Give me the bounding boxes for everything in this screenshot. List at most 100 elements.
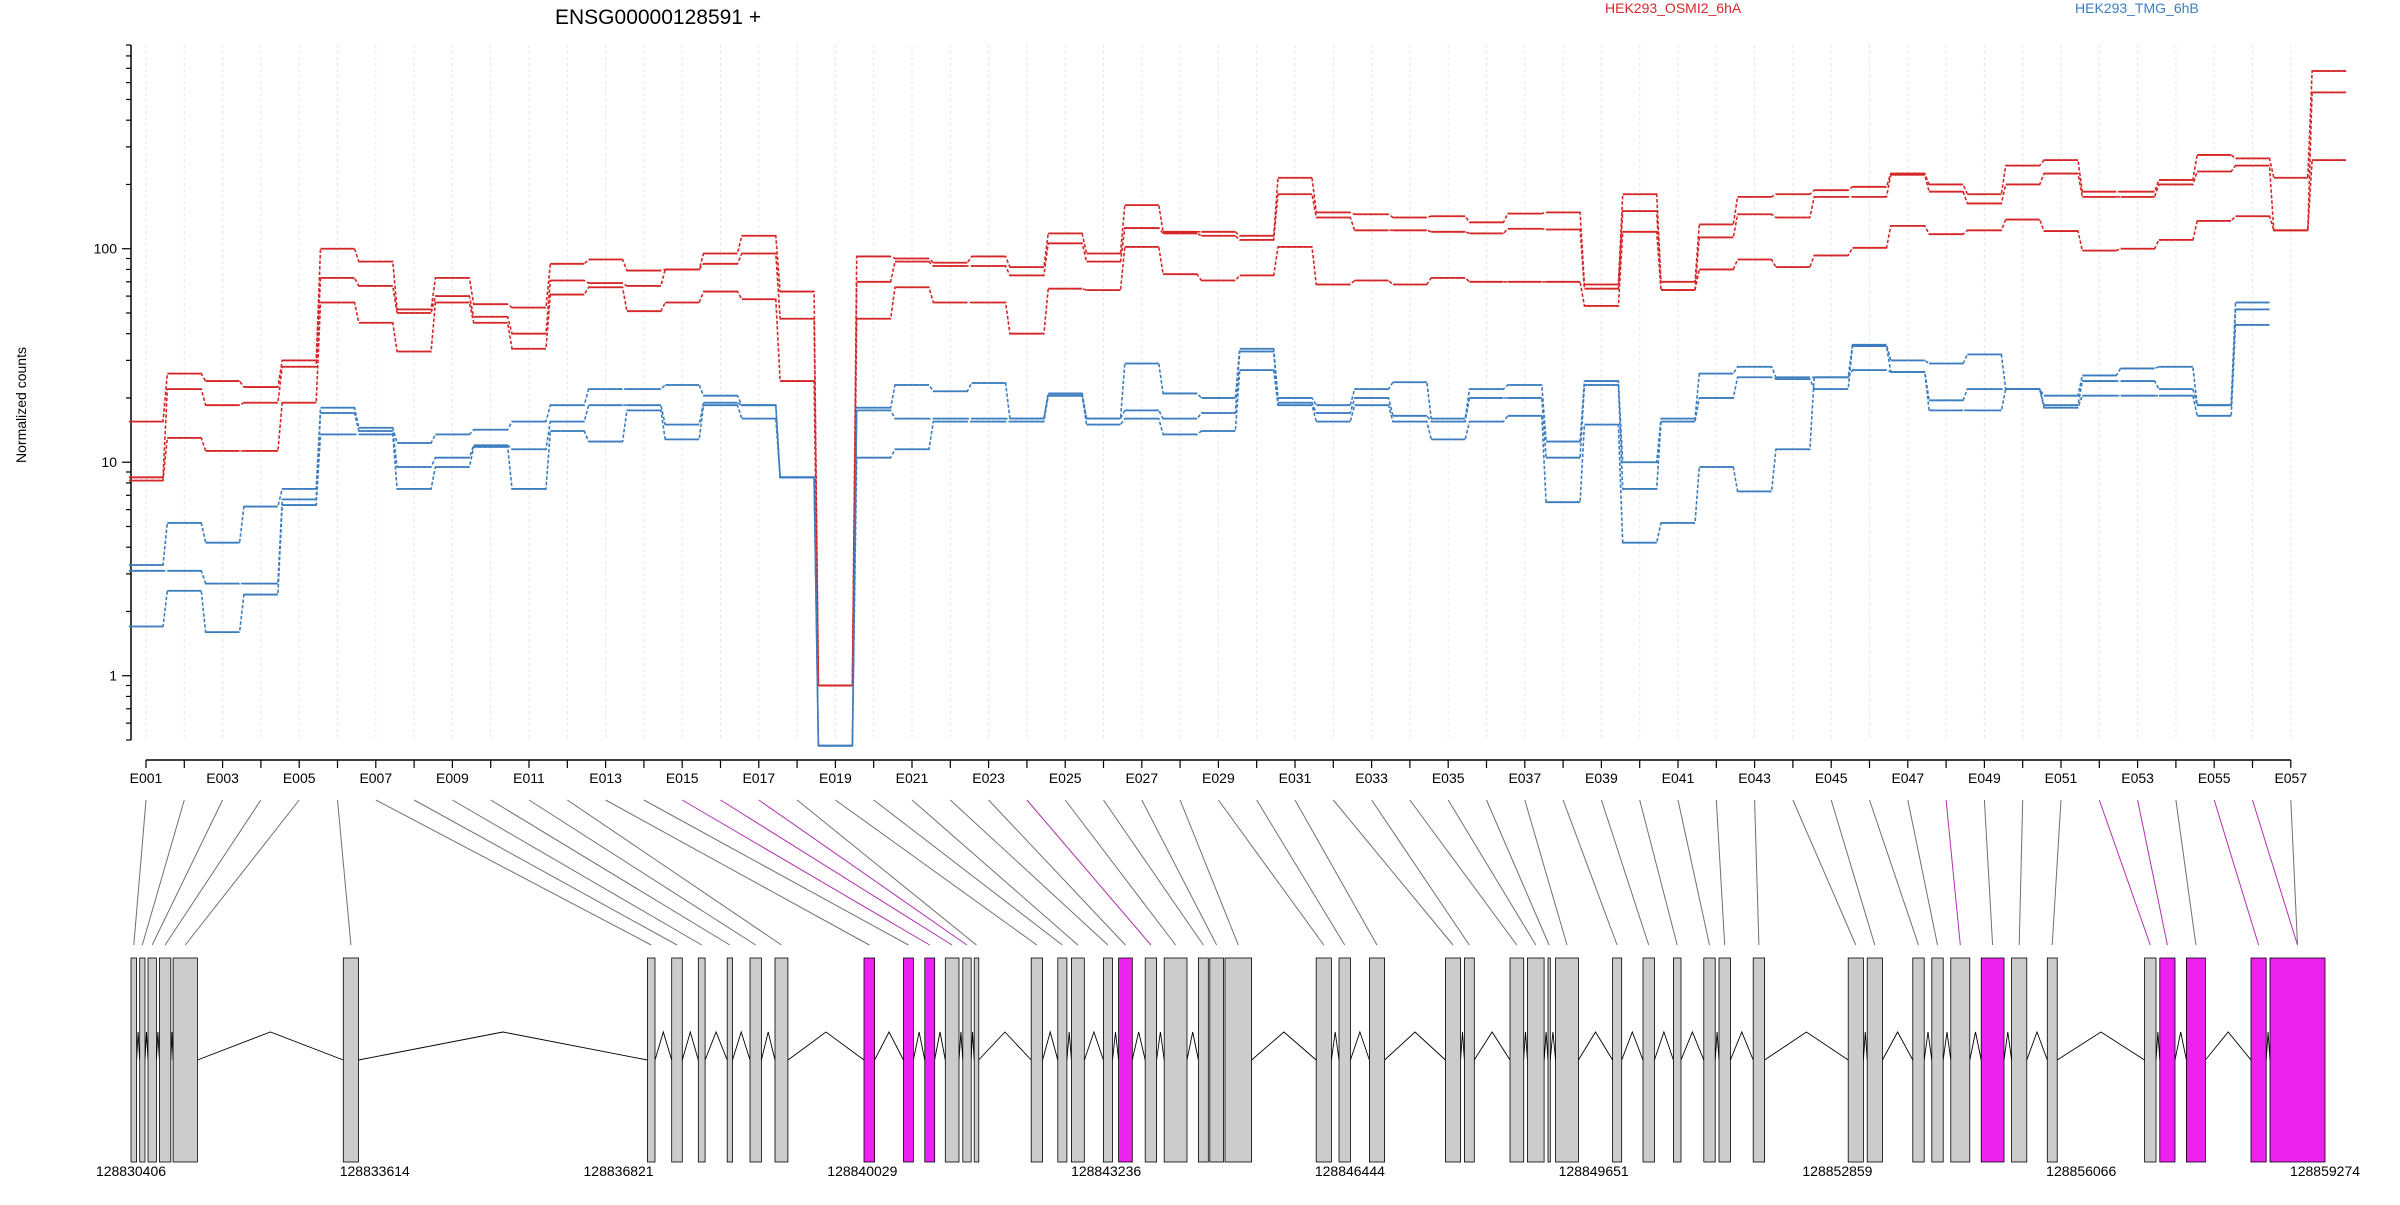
exon-box-highlighted bbox=[1980, 957, 2005, 1163]
exon-connector bbox=[835, 799, 1038, 946]
exon-box bbox=[1163, 957, 1188, 1163]
intron-connector bbox=[1969, 1031, 1982, 1061]
exon-connector bbox=[2051, 799, 2062, 946]
x-tick-label: E023 bbox=[972, 770, 1005, 786]
coordinate-label: 128840029 bbox=[827, 1163, 897, 1179]
y-axis: 1 10 100 bbox=[94, 44, 132, 741]
exon-connector bbox=[567, 799, 782, 946]
legend-label-osmi2: HEK293_OSMI2_6hA bbox=[1605, 0, 1742, 16]
exon-connector bbox=[796, 799, 977, 946]
exon-box bbox=[1338, 957, 1351, 1163]
intron-connector bbox=[1882, 1031, 1914, 1061]
exon-connector bbox=[758, 799, 968, 946]
x-tick-label: E033 bbox=[1355, 770, 1388, 786]
x-tick-label: E029 bbox=[1202, 770, 1235, 786]
exon-connector bbox=[1983, 799, 1994, 946]
intron-connector bbox=[732, 1030, 751, 1061]
exon-connector bbox=[1409, 799, 1518, 946]
x-tick-label: E041 bbox=[1662, 770, 1695, 786]
exon-box-highlighted bbox=[863, 957, 876, 1163]
intron-connector bbox=[1112, 1031, 1120, 1061]
exon-connector bbox=[911, 799, 1079, 946]
x-tick-label: E003 bbox=[206, 770, 239, 786]
exon-connector bbox=[1294, 799, 1378, 946]
intron-connector bbox=[1942, 1031, 1952, 1061]
exon-connector bbox=[2137, 799, 2168, 946]
x-tick-label: E055 bbox=[2198, 770, 2231, 786]
intron-connector bbox=[155, 1031, 160, 1061]
chart-title: ENSG00000128591 + bbox=[555, 6, 761, 29]
series-line bbox=[129, 70, 2347, 687]
exon-box bbox=[749, 957, 762, 1163]
exon-box bbox=[1527, 957, 1545, 1163]
intron-connector bbox=[787, 1031, 865, 1061]
intron-connector bbox=[1729, 1030, 1754, 1061]
x-tick-label: E053 bbox=[2121, 770, 2154, 786]
intron-connector bbox=[1923, 1031, 1933, 1061]
intron-connector bbox=[1186, 1031, 1199, 1061]
exon-box bbox=[774, 957, 789, 1163]
exon-connector bbox=[2098, 799, 2151, 946]
exon-connector bbox=[681, 799, 930, 946]
intron-connector bbox=[1083, 1030, 1104, 1061]
exon-connector bbox=[2290, 799, 2298, 946]
exon-connector bbox=[2213, 799, 2260, 946]
exon-box bbox=[1866, 957, 1883, 1163]
exon-box bbox=[1103, 957, 1113, 1163]
intron-connector bbox=[978, 1031, 1032, 1061]
intron-connector bbox=[1473, 1031, 1511, 1061]
exon-connector bbox=[528, 799, 756, 946]
intron-connector bbox=[1131, 1031, 1146, 1061]
exon-box-highlighted bbox=[2159, 957, 2176, 1163]
intron-connector bbox=[144, 1031, 149, 1061]
intron-connector bbox=[1621, 1030, 1644, 1061]
exon-connector bbox=[1026, 799, 1152, 946]
exon-connector bbox=[133, 799, 147, 946]
y-tick-label: 10 bbox=[101, 454, 117, 470]
intron-connector bbox=[874, 1031, 904, 1061]
coordinate-label: 128859274 bbox=[2290, 1163, 2360, 1179]
x-tick-label: E031 bbox=[1279, 770, 1312, 786]
exon-box bbox=[1547, 957, 1551, 1163]
exon-box bbox=[1369, 957, 1386, 1163]
exon-box bbox=[342, 957, 359, 1163]
exon-box bbox=[1555, 957, 1579, 1163]
x-tick-label: E015 bbox=[666, 770, 699, 786]
intron-connector bbox=[760, 1031, 776, 1061]
intron-connector bbox=[958, 1031, 964, 1061]
genomic-coordinate-labels: 128830406 128833614 128836821 128840029 1288… bbox=[96, 1163, 2360, 1179]
exon-connector bbox=[490, 799, 731, 946]
exon-box bbox=[1912, 957, 1925, 1163]
exon-connectors bbox=[133, 799, 2298, 946]
exon-connector bbox=[2018, 799, 2024, 946]
exon-box bbox=[1931, 957, 1944, 1163]
exon-connector bbox=[643, 799, 909, 946]
intron-connector bbox=[1349, 1030, 1370, 1061]
exon-connector bbox=[1945, 799, 1961, 946]
exon-connector bbox=[1179, 799, 1239, 946]
x-tick-label: E035 bbox=[1432, 770, 1465, 786]
exon-connector bbox=[2252, 799, 2298, 946]
exon-connector bbox=[873, 799, 1063, 946]
coordinate-label: 128852859 bbox=[1802, 1163, 1872, 1179]
coordinate-label: 128833614 bbox=[340, 1163, 410, 1179]
exon-box bbox=[671, 957, 683, 1163]
intron-connector bbox=[1066, 1031, 1072, 1061]
gene-model bbox=[130, 957, 2326, 1163]
exon-connector bbox=[337, 799, 352, 946]
intron-connector bbox=[1549, 1031, 1557, 1061]
exon-box bbox=[1144, 957, 1157, 1163]
intron-connector bbox=[2174, 1031, 2187, 1061]
exon-box bbox=[172, 957, 198, 1163]
x-tick-label: E009 bbox=[436, 770, 469, 786]
y-axis-label: Normalized counts bbox=[13, 347, 29, 463]
intron-connector bbox=[1764, 1031, 1849, 1061]
exon-box bbox=[1847, 957, 1864, 1163]
exon-box bbox=[158, 957, 172, 1163]
exon-box bbox=[1718, 957, 1731, 1163]
exon-box bbox=[1315, 957, 1332, 1163]
exon-connector bbox=[1103, 799, 1204, 946]
exon-box-highlighted bbox=[903, 957, 914, 1163]
exon-connector bbox=[2175, 799, 2197, 946]
intron-connector bbox=[681, 1030, 699, 1061]
